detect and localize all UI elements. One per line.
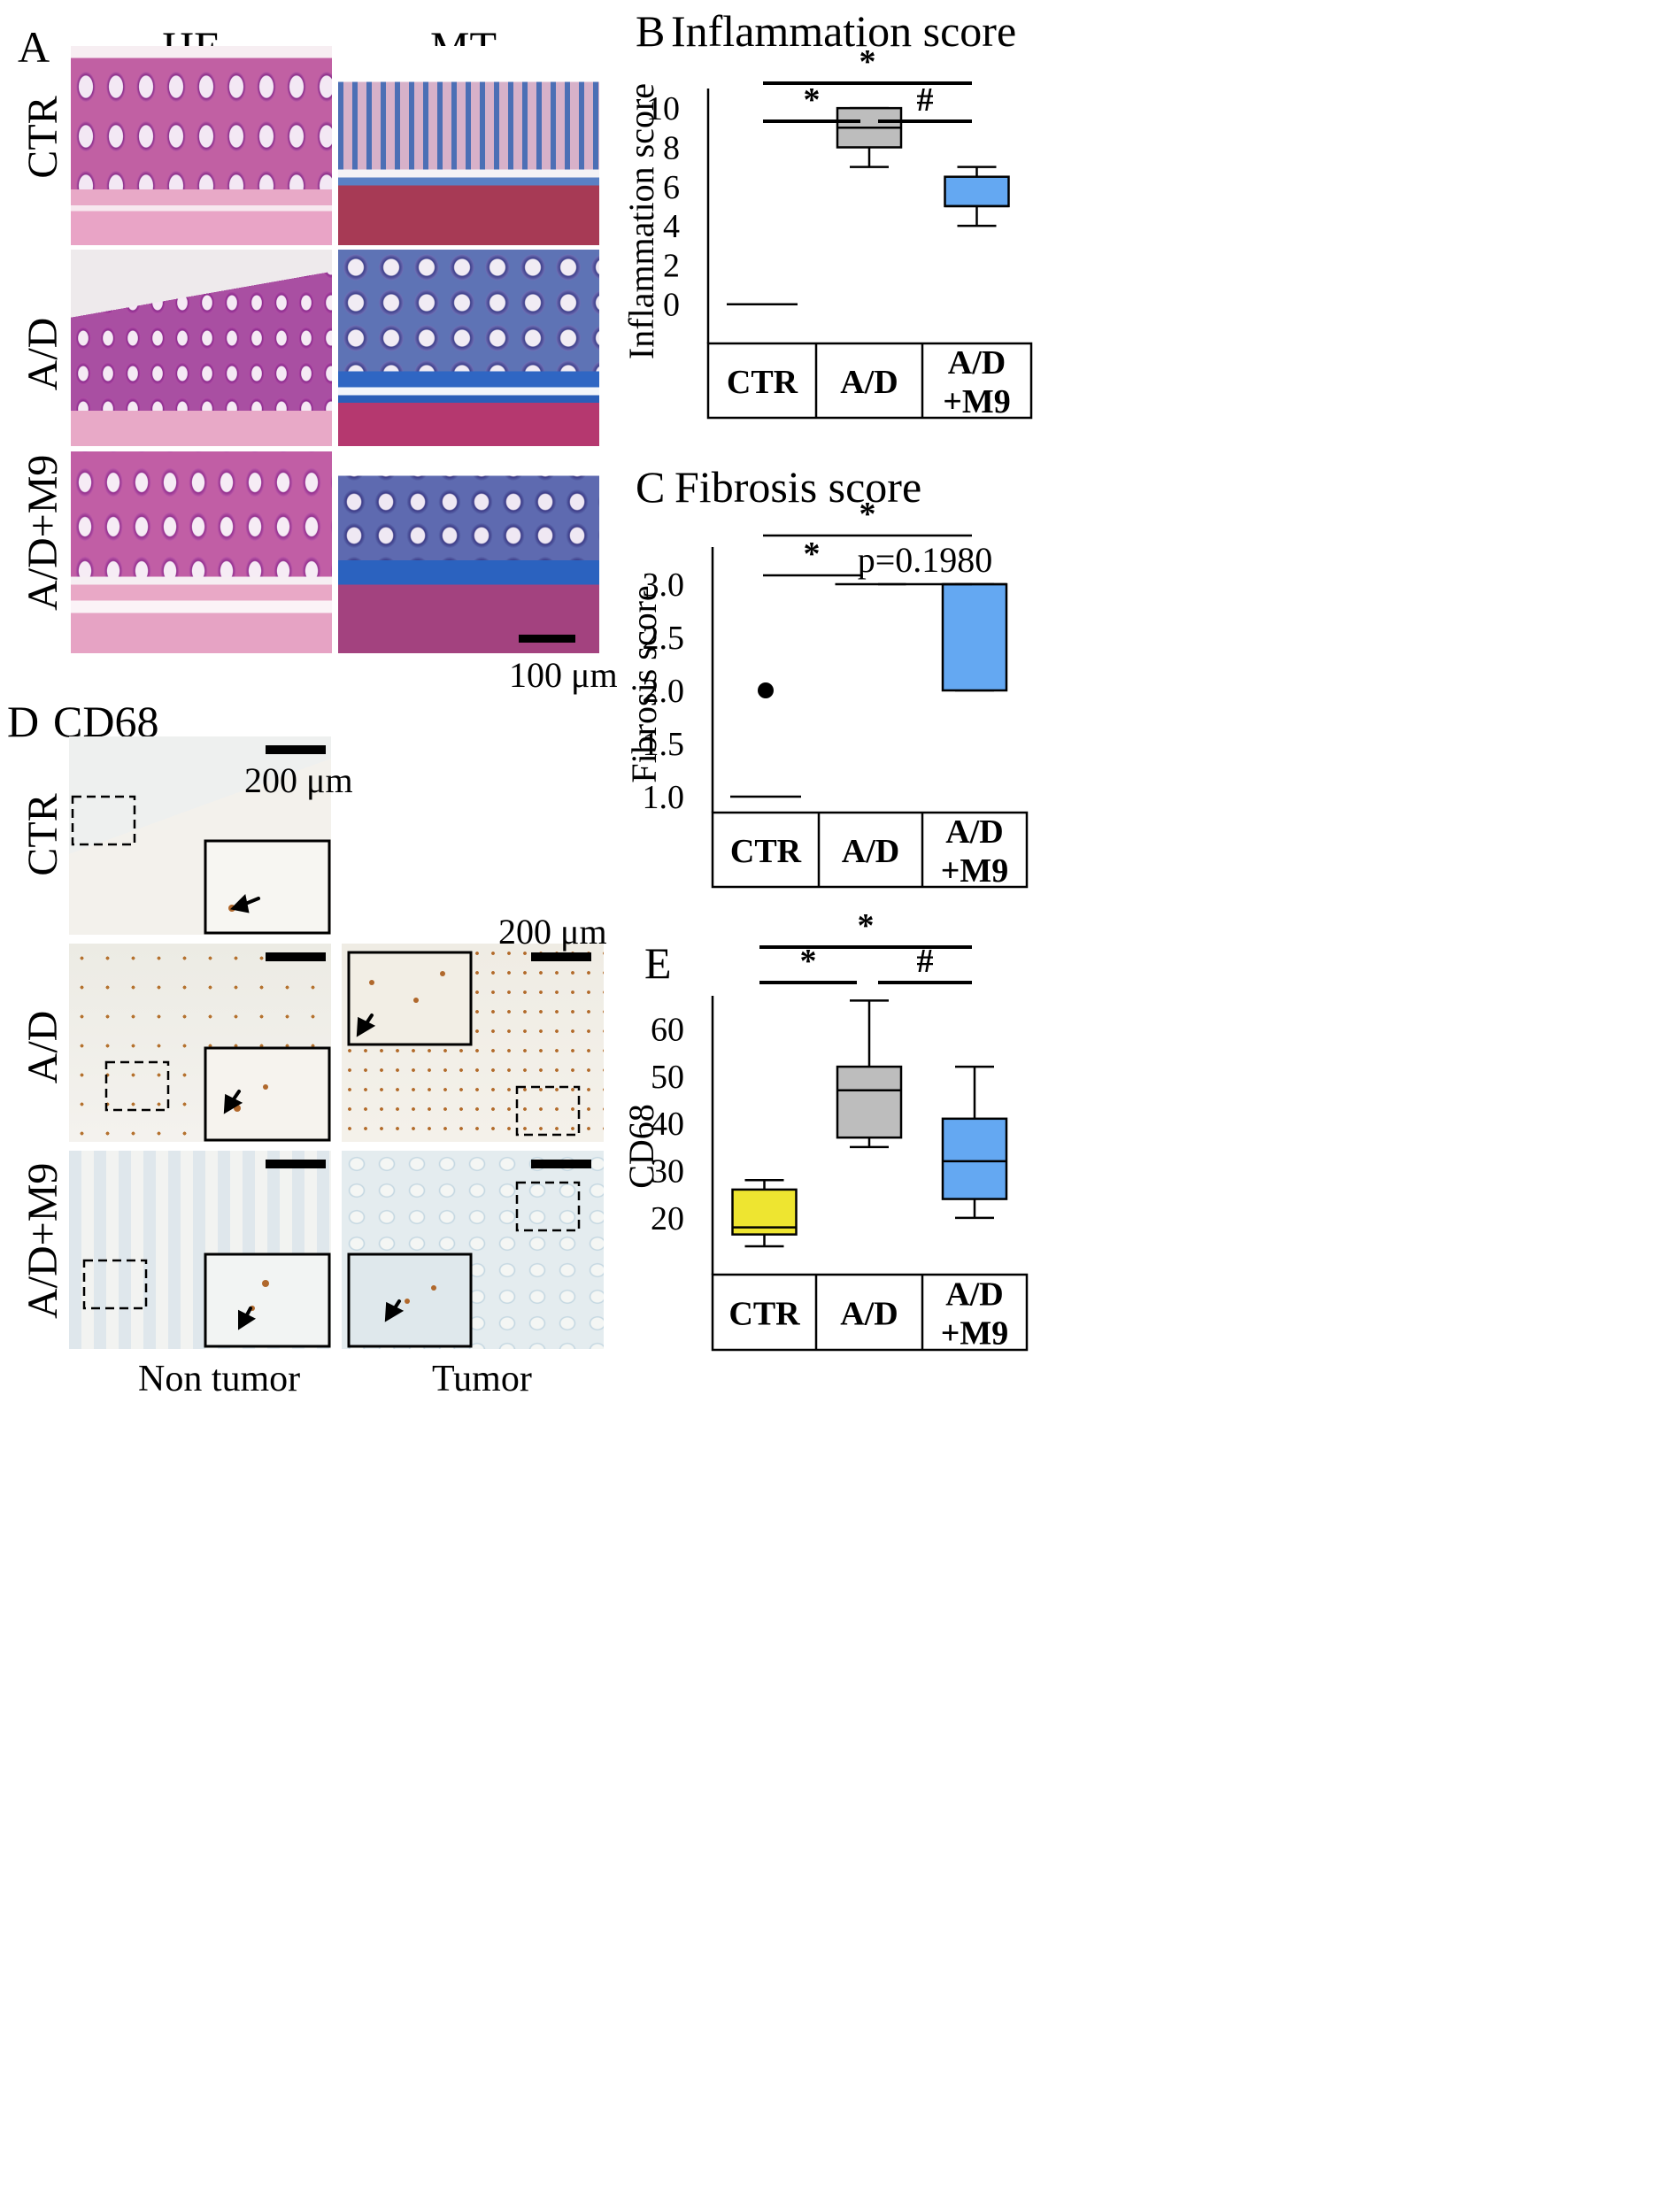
category-label: A/D — [945, 813, 1003, 851]
scale-bar-d-ad-m9-tumor — [531, 1160, 591, 1168]
region-box-ad-m9-tumor — [515, 1181, 581, 1232]
category-label: CTR — [730, 833, 802, 870]
y-tick-label: 30 — [651, 1153, 684, 1191]
y-tick-label: 2.0 — [643, 673, 685, 710]
category-label: A/D — [840, 1296, 898, 1333]
scale-label-a: 100 μm — [509, 655, 618, 695]
y-tick-label: 3.0 — [643, 566, 685, 604]
inset-ad-non-tumor — [204, 1046, 331, 1142]
region-box-ad-tumor — [515, 1085, 581, 1137]
he-image-ad — [71, 250, 332, 446]
chart-b-title: Inflammation score — [671, 6, 1017, 56]
significance-label: * — [859, 496, 876, 533]
category-label: +M9 — [943, 383, 1011, 420]
y-tick-label: 20 — [651, 1200, 684, 1237]
arrow-head-icon — [384, 1301, 405, 1322]
category-label: +M9 — [941, 1315, 1009, 1353]
scale-bar-d-ad — [266, 952, 326, 961]
scale-bar-d-ad-tumor — [531, 952, 591, 961]
cd68-cell — [369, 980, 374, 985]
scale-label-d-left: 200 μm — [244, 760, 353, 800]
he-image-ad-m9 — [71, 451, 332, 653]
y-tick-label: 2.5 — [643, 620, 685, 657]
region-box-ctr-non-tumor — [71, 795, 136, 846]
y-tick-label: 2 — [663, 247, 680, 284]
category-table — [711, 811, 1029, 889]
significance-label: * — [859, 43, 876, 81]
scale-bar-d-ctr — [266, 745, 326, 754]
y-tick-label: 4 — [663, 208, 680, 245]
significance-label: # — [917, 943, 934, 980]
significance-label: # — [917, 81, 934, 119]
box-body — [836, 1065, 903, 1139]
arrow-head-icon — [223, 1093, 243, 1114]
column-label-tumor: Tumor — [432, 1359, 532, 1399]
panel-d-letter: D — [7, 697, 40, 746]
y-tick-label: 0 — [663, 287, 680, 324]
chart-c-letter: C — [636, 462, 666, 512]
y-tick-label: 60 — [651, 1011, 684, 1048]
mt-image-ctr — [338, 46, 599, 245]
category-label: A/D — [945, 1276, 1003, 1314]
cd68-cell — [262, 1280, 269, 1287]
inset-ctr-non-tumor — [204, 839, 331, 935]
chart-b-letter: B — [636, 6, 666, 56]
cd68-cell — [431, 1285, 436, 1291]
significance-label: * — [858, 907, 875, 944]
arrow-head-icon — [356, 1016, 376, 1037]
chart-e-letter: E — [644, 938, 672, 988]
chart-c-title: Fibrosis score — [674, 462, 922, 512]
y-tick-label: 6 — [663, 169, 680, 206]
mt-image-ad-m9 — [338, 451, 599, 653]
y-tick-label: 40 — [651, 1106, 684, 1143]
category-label: CTR — [727, 364, 798, 401]
inset-ad-m9-tumor — [347, 1252, 473, 1348]
panel-a-letter: A — [18, 22, 50, 72]
region-box-ad-m9-non-tumor — [82, 1259, 148, 1310]
scale-bar-d-ad-m9 — [266, 1160, 326, 1168]
category-label: A/D — [948, 344, 1006, 382]
cd68-cell — [263, 1084, 268, 1090]
significance-label: * — [800, 943, 817, 980]
y-tick-label: 1.5 — [643, 726, 685, 763]
box-body — [941, 1117, 1008, 1200]
category-label: A/D — [840, 364, 898, 401]
cd68-cell — [413, 998, 419, 1003]
y-tick-label: 10 — [646, 90, 680, 127]
category-label: +M9 — [941, 852, 1009, 890]
box-outlier — [758, 682, 774, 698]
significance-label: p=0.1980 — [858, 540, 993, 580]
scale-label-d-right: 200 μm — [498, 912, 607, 952]
panel-d-title: CD68 — [53, 697, 159, 746]
he-image-ctr — [71, 46, 332, 245]
arrow-head-icon — [238, 1309, 257, 1330]
y-tick-label: 50 — [651, 1059, 684, 1096]
y-tick-label: 8 — [663, 129, 680, 166]
cd68-cell — [405, 1299, 410, 1304]
scale-bar-a — [519, 635, 575, 643]
cd68-cell — [440, 971, 445, 976]
mt-image-ad — [338, 250, 599, 446]
category-table — [706, 342, 1033, 420]
category-label: A/D — [842, 833, 899, 870]
y-tick-label: 1.0 — [643, 779, 685, 816]
significance-label: * — [804, 536, 821, 573]
box-body — [944, 175, 1010, 208]
category-label: CTR — [728, 1296, 800, 1333]
region-box-ad-non-tumor — [104, 1060, 170, 1112]
column-label-non-tumor: Non tumor — [138, 1359, 301, 1399]
category-table — [711, 1273, 1029, 1352]
significance-label: * — [804, 81, 821, 119]
box-body — [941, 582, 1008, 692]
arrow-head-icon — [229, 893, 250, 913]
inset-ad-m9-non-tumor — [204, 1252, 331, 1348]
